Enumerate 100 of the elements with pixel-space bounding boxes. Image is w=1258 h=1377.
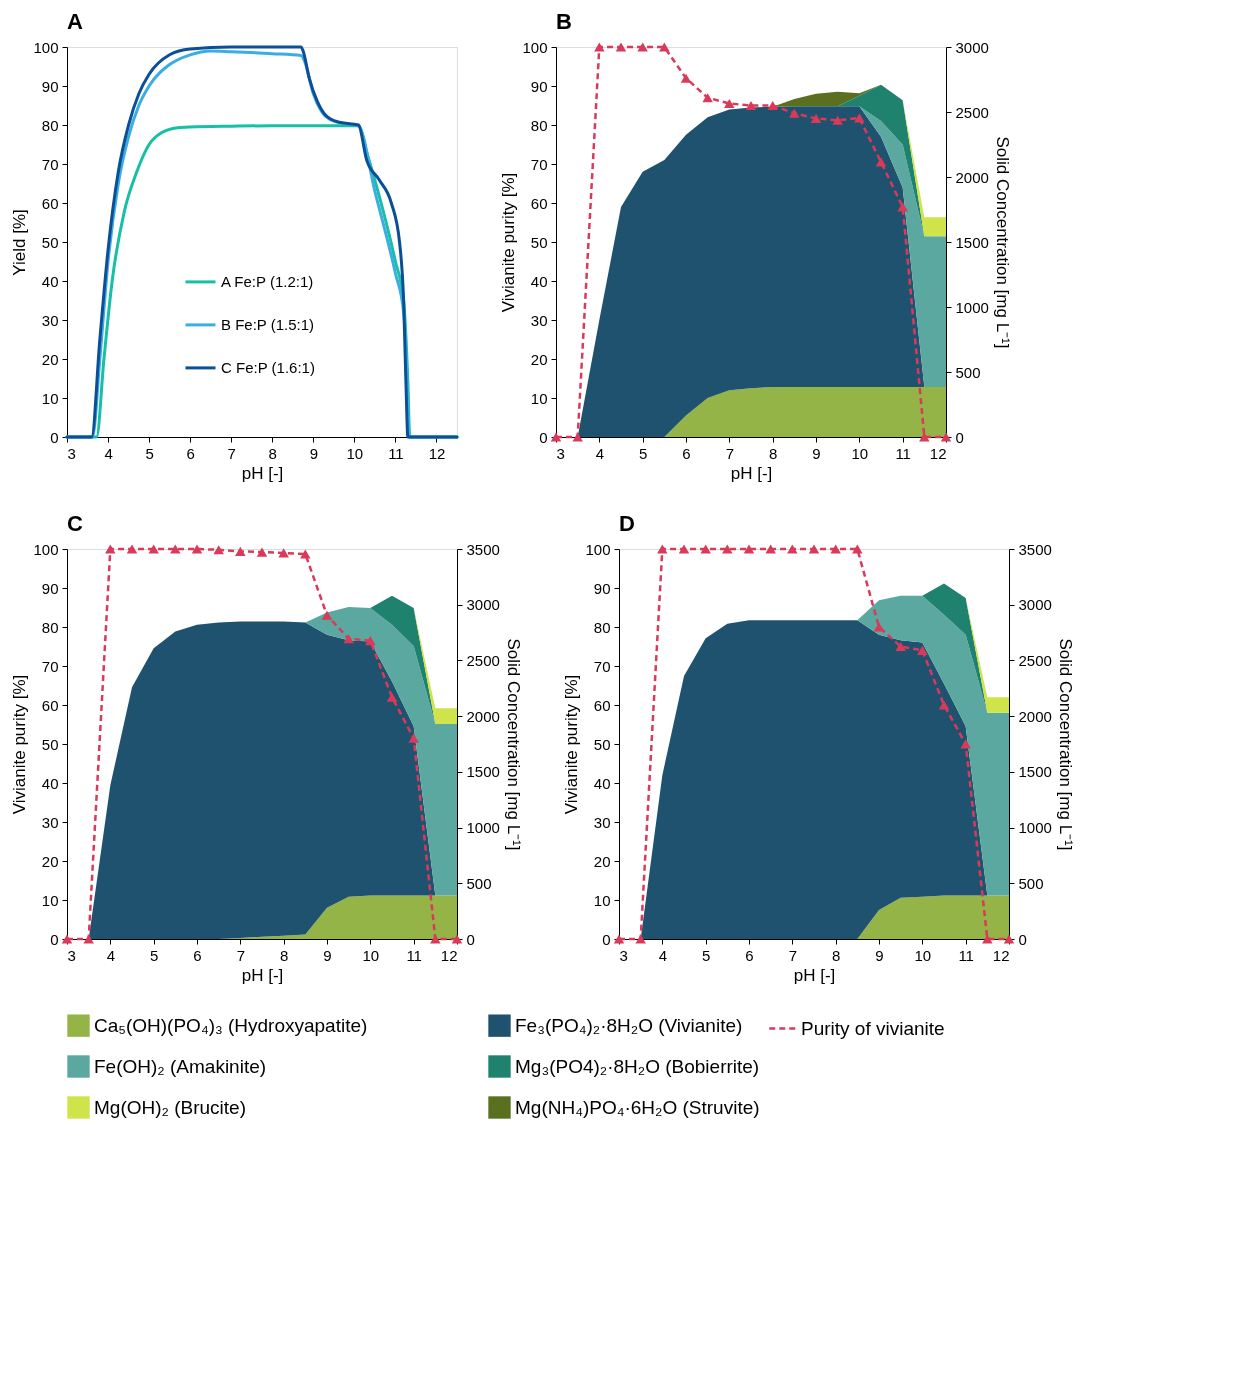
x-tick-label: 12 [440, 946, 458, 964]
point [787, 544, 798, 554]
chart-title: D [619, 511, 635, 536]
y2-tick-label: 2000 [1018, 707, 1052, 725]
x-tick-label: 10 [914, 946, 932, 964]
x-axis-title: pH [-] [241, 965, 284, 985]
x-tick-label: 4 [658, 946, 668, 964]
point [321, 610, 333, 620]
point [191, 544, 203, 554]
point [895, 641, 906, 652]
point [938, 700, 950, 710]
x-tick-label: 9 [309, 444, 318, 462]
x-tick-label: 10 [346, 444, 364, 462]
y2-tick-label: 2000 [955, 168, 989, 186]
x-tick-label: 9 [323, 946, 332, 964]
legend-label: A Fe:P (1.2:1) [221, 272, 314, 290]
y-tick-label: 10 [41, 891, 59, 909]
point [875, 157, 887, 167]
y-tick-label: 30 [41, 813, 59, 831]
point [702, 93, 713, 103]
y-tick-label: 50 [41, 735, 59, 753]
y-tick-label: 100 [33, 540, 59, 558]
point [960, 739, 971, 749]
y-tick-label: 80 [41, 618, 59, 636]
x-tick-label: 5 [638, 444, 648, 462]
point [657, 544, 668, 554]
y2-tick-label: 0 [955, 428, 964, 446]
point [613, 934, 625, 944]
point [572, 432, 583, 442]
y2-tick-label: 1500 [466, 763, 500, 781]
point [365, 636, 376, 646]
x-tick-label: 12 [428, 444, 446, 462]
x-tick-label: 8 [831, 946, 841, 964]
y-tick-label: 50 [530, 233, 548, 251]
y2-tick-label: 2500 [466, 651, 500, 669]
point [213, 545, 224, 555]
y-tick-label: 80 [41, 116, 59, 134]
y-tick-label: 30 [41, 311, 59, 329]
x-tick-label: 3 [67, 946, 76, 964]
x-tick-label: 6 [682, 444, 691, 462]
y2-axis-title: Solid Concentration [mg L⁻¹] [503, 638, 523, 851]
point [722, 544, 733, 554]
y-tick-label: 20 [41, 852, 59, 870]
legend-label: Mg(OH)₂ (Brucite) [94, 1096, 246, 1118]
y-tick-label: 10 [530, 389, 548, 407]
x-tick-label: 4 [595, 444, 605, 462]
y-tick-label: 50 [41, 233, 59, 251]
chart-title: C [67, 511, 83, 536]
y-tick-label: 20 [41, 350, 59, 368]
point [700, 544, 711, 554]
y-tick-label: 100 [585, 540, 611, 558]
x-tick-label: 9 [875, 946, 884, 964]
point [1003, 934, 1015, 944]
point [386, 692, 398, 702]
point [256, 547, 268, 557]
x-tick-label: 10 [851, 444, 869, 462]
y-tick-label: 90 [593, 579, 611, 597]
y-tick-label: 80 [530, 116, 548, 134]
point [170, 544, 181, 554]
y-tick-label: 40 [41, 272, 59, 290]
y-tick-label: 70 [41, 155, 59, 173]
y-tick-label: 50 [593, 735, 611, 753]
x-tick-label: 11 [895, 444, 911, 462]
y2-tick-label: 1500 [1018, 763, 1052, 781]
point [550, 432, 562, 442]
y2-tick-label: 1000 [466, 819, 500, 837]
legend-label: Fe₃(PO₄)₂·8H₂O (Vivianite) [515, 1014, 743, 1036]
x-tick-label: 3 [619, 946, 628, 964]
x-axis-title: pH [-] [730, 463, 773, 483]
y-axis-title: Vivianite purity [%] [562, 674, 582, 815]
y-tick-label: 60 [41, 696, 59, 714]
y-tick-label: 20 [593, 852, 611, 870]
y-tick-label: 0 [602, 930, 611, 948]
y-tick-label: 70 [530, 155, 548, 173]
y-tick-label: 100 [33, 38, 59, 56]
y-tick-label: 90 [530, 77, 548, 95]
y-tick-label: 0 [50, 930, 59, 948]
legend-label: Ca₅(OH)(PO₄)₃ (Hydroxyapatite) [94, 1014, 368, 1036]
y2-tick-label: 3500 [1018, 540, 1052, 558]
point [789, 108, 800, 118]
y-tick-label: 60 [530, 194, 548, 212]
chart-title: A [67, 9, 83, 34]
x-tick-label: 11 [388, 444, 404, 462]
point [678, 544, 690, 554]
y-tick-label: 80 [593, 618, 611, 636]
x-tick-label: 11 [406, 946, 422, 964]
y-tick-label: 10 [41, 389, 59, 407]
y-tick-label: 100 [522, 38, 548, 56]
point [917, 645, 928, 655]
y2-tick-label: 2500 [955, 103, 989, 121]
point [126, 544, 138, 554]
point [767, 100, 778, 111]
point [235, 546, 246, 556]
point [635, 934, 646, 944]
x-tick-label: 7 [788, 946, 798, 964]
point [765, 544, 776, 554]
y-tick-label: 10 [593, 891, 611, 909]
x-tick-label: 5 [701, 946, 711, 964]
legend-label: Fe(OH)₂ (Amakinite) [94, 1055, 267, 1077]
point [408, 733, 419, 743]
